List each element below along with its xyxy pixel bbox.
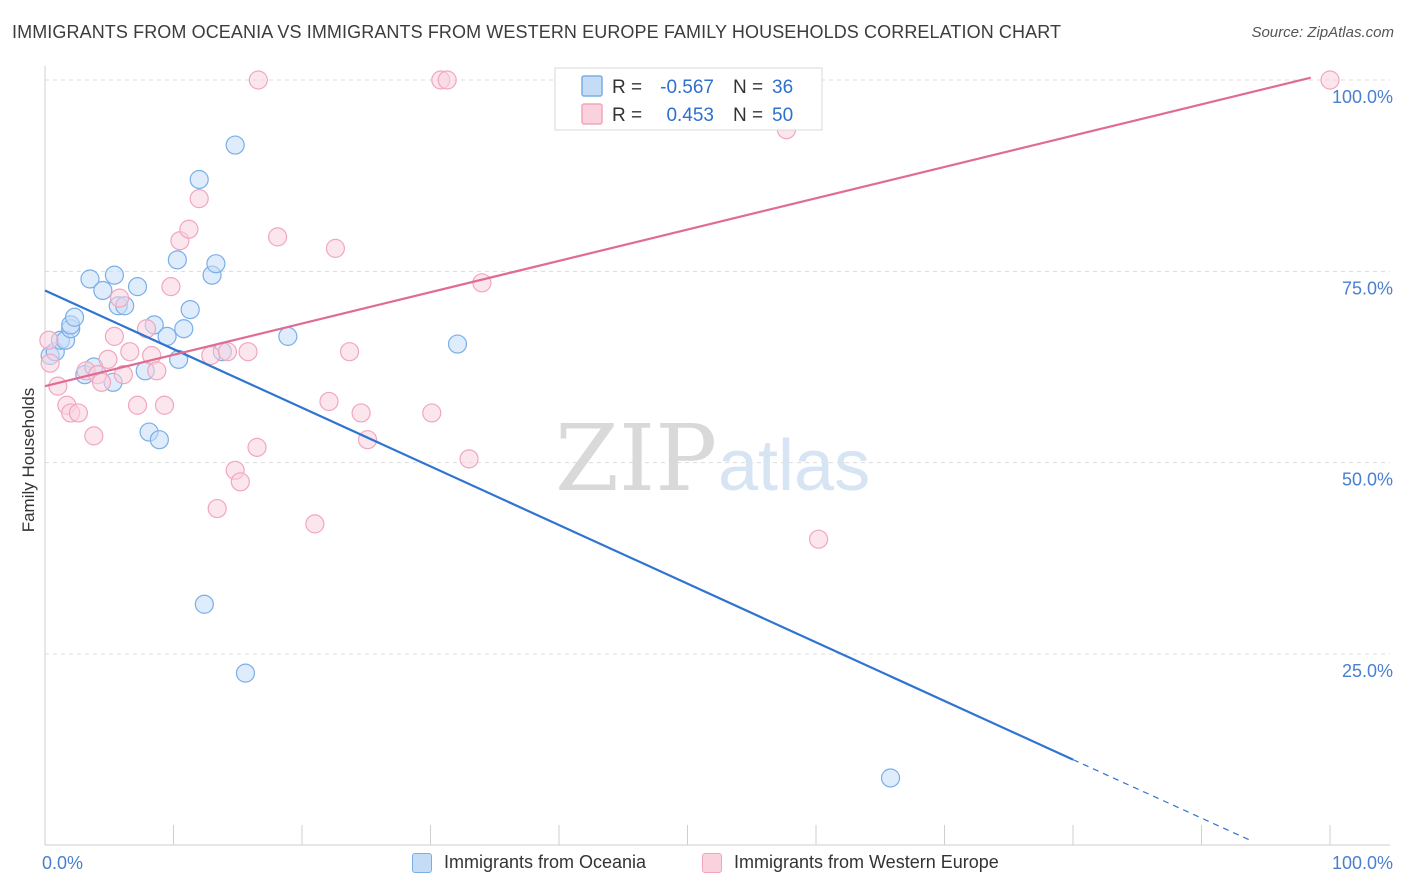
stats-r-value: 0.453 <box>666 105 714 126</box>
source-credit: Source: ZipAtlas.com <box>1251 24 1394 41</box>
data-point <box>64 307 85 327</box>
data-point <box>104 265 124 285</box>
data-point <box>98 349 118 369</box>
data-point <box>1320 70 1340 90</box>
legend-item-western-europe[interactable]: Immigrants from Western Europe <box>702 852 999 873</box>
data-point <box>230 472 250 492</box>
data-point <box>127 395 148 415</box>
data-point <box>238 342 258 362</box>
data-point <box>267 227 288 247</box>
y-axis-label: Family Households <box>19 388 38 533</box>
gridlines <box>45 79 1390 655</box>
legend-label-oceania: Immigrants from Oceania <box>444 852 647 872</box>
data-point <box>39 330 59 350</box>
stats-r-label: R = <box>612 105 642 126</box>
data-point <box>40 353 60 373</box>
data-point <box>437 70 457 90</box>
data-point <box>48 376 68 396</box>
stats-n-label: N = <box>733 105 763 126</box>
x-tick-label-min: 0.0% <box>42 853 83 873</box>
stats-r-label: R = <box>612 77 642 98</box>
data-point <box>235 663 256 683</box>
data-point <box>225 135 245 155</box>
data-point <box>459 449 479 469</box>
legend-swatch-western-europe <box>702 852 722 873</box>
data-point <box>84 426 104 446</box>
data-point <box>194 594 214 614</box>
trend-line-western-europe <box>44 76 1311 388</box>
stats-n-label: N = <box>733 77 763 98</box>
data-point <box>91 372 112 392</box>
data-point <box>161 277 181 297</box>
trend-line-oceania <box>44 289 1074 761</box>
stats-legend: R = -0.567 N = 36 R = 0.453 N = 50 <box>554 67 823 131</box>
y-tick-label: 100.0% <box>1332 87 1393 107</box>
data-point <box>179 219 199 239</box>
data-point <box>147 361 167 381</box>
data-point <box>206 254 226 274</box>
data-point <box>154 395 175 415</box>
data-point <box>109 288 130 308</box>
legend-swatch-oceania <box>412 852 432 873</box>
data-point <box>201 345 221 366</box>
data-point <box>472 273 492 293</box>
legend-item-oceania[interactable]: Immigrants from Oceania <box>412 852 646 873</box>
data-point <box>217 342 238 362</box>
stats-n-value: 50 <box>772 105 793 126</box>
stats-swatch <box>581 103 603 125</box>
series-legend: Immigrants from Oceania Immigrants from … <box>0 848 1406 880</box>
data-point <box>422 403 442 423</box>
data-point <box>120 342 140 362</box>
data-point <box>80 269 100 289</box>
data-point <box>880 768 901 788</box>
data-point <box>189 189 209 209</box>
data-point <box>447 334 468 354</box>
data-point <box>93 280 113 301</box>
stats-swatch <box>581 75 603 97</box>
data-point <box>808 529 829 549</box>
y-tick-label: 50.0% <box>1342 470 1393 490</box>
stats-r-value: -0.567 <box>660 77 714 98</box>
legend-label-western-europe: Immigrants from Western Europe <box>734 852 999 872</box>
y-tick-label: 25.0% <box>1342 661 1393 681</box>
data-point <box>339 342 360 362</box>
trend-lines <box>44 76 1311 843</box>
data-point <box>247 437 267 457</box>
data-point <box>319 391 339 412</box>
trend-line-oceania-extension <box>1072 759 1254 843</box>
data-point <box>189 169 209 190</box>
data-point <box>278 326 298 346</box>
data-point <box>325 238 346 258</box>
data-point <box>174 319 194 339</box>
data-point <box>104 326 124 346</box>
stats-n-value: 36 <box>772 77 793 98</box>
chart-title: IMMIGRANTS FROM OCEANIA VS IMMIGRANTS FR… <box>12 22 1062 42</box>
tick-labels: 25.0% 50.0% 75.0% 100.0% 0.0% 100.0% <box>42 87 1393 873</box>
data-point <box>351 403 371 423</box>
data-point <box>127 277 148 297</box>
watermark-zip: ZIP <box>555 405 717 512</box>
data-point <box>305 514 325 534</box>
data-point <box>167 250 187 270</box>
watermark-atlas: atlas <box>718 426 870 506</box>
axes <box>44 66 1390 846</box>
data-point <box>68 403 89 423</box>
y-tick-label: 75.0% <box>1342 278 1393 298</box>
data-point <box>207 498 227 519</box>
data-point <box>149 430 169 450</box>
watermark: ZIP atlas <box>555 405 870 512</box>
data-point <box>113 365 133 385</box>
data-point <box>248 70 268 90</box>
data-point <box>180 300 200 320</box>
x-tick-label-max: 100.0% <box>1332 853 1393 873</box>
